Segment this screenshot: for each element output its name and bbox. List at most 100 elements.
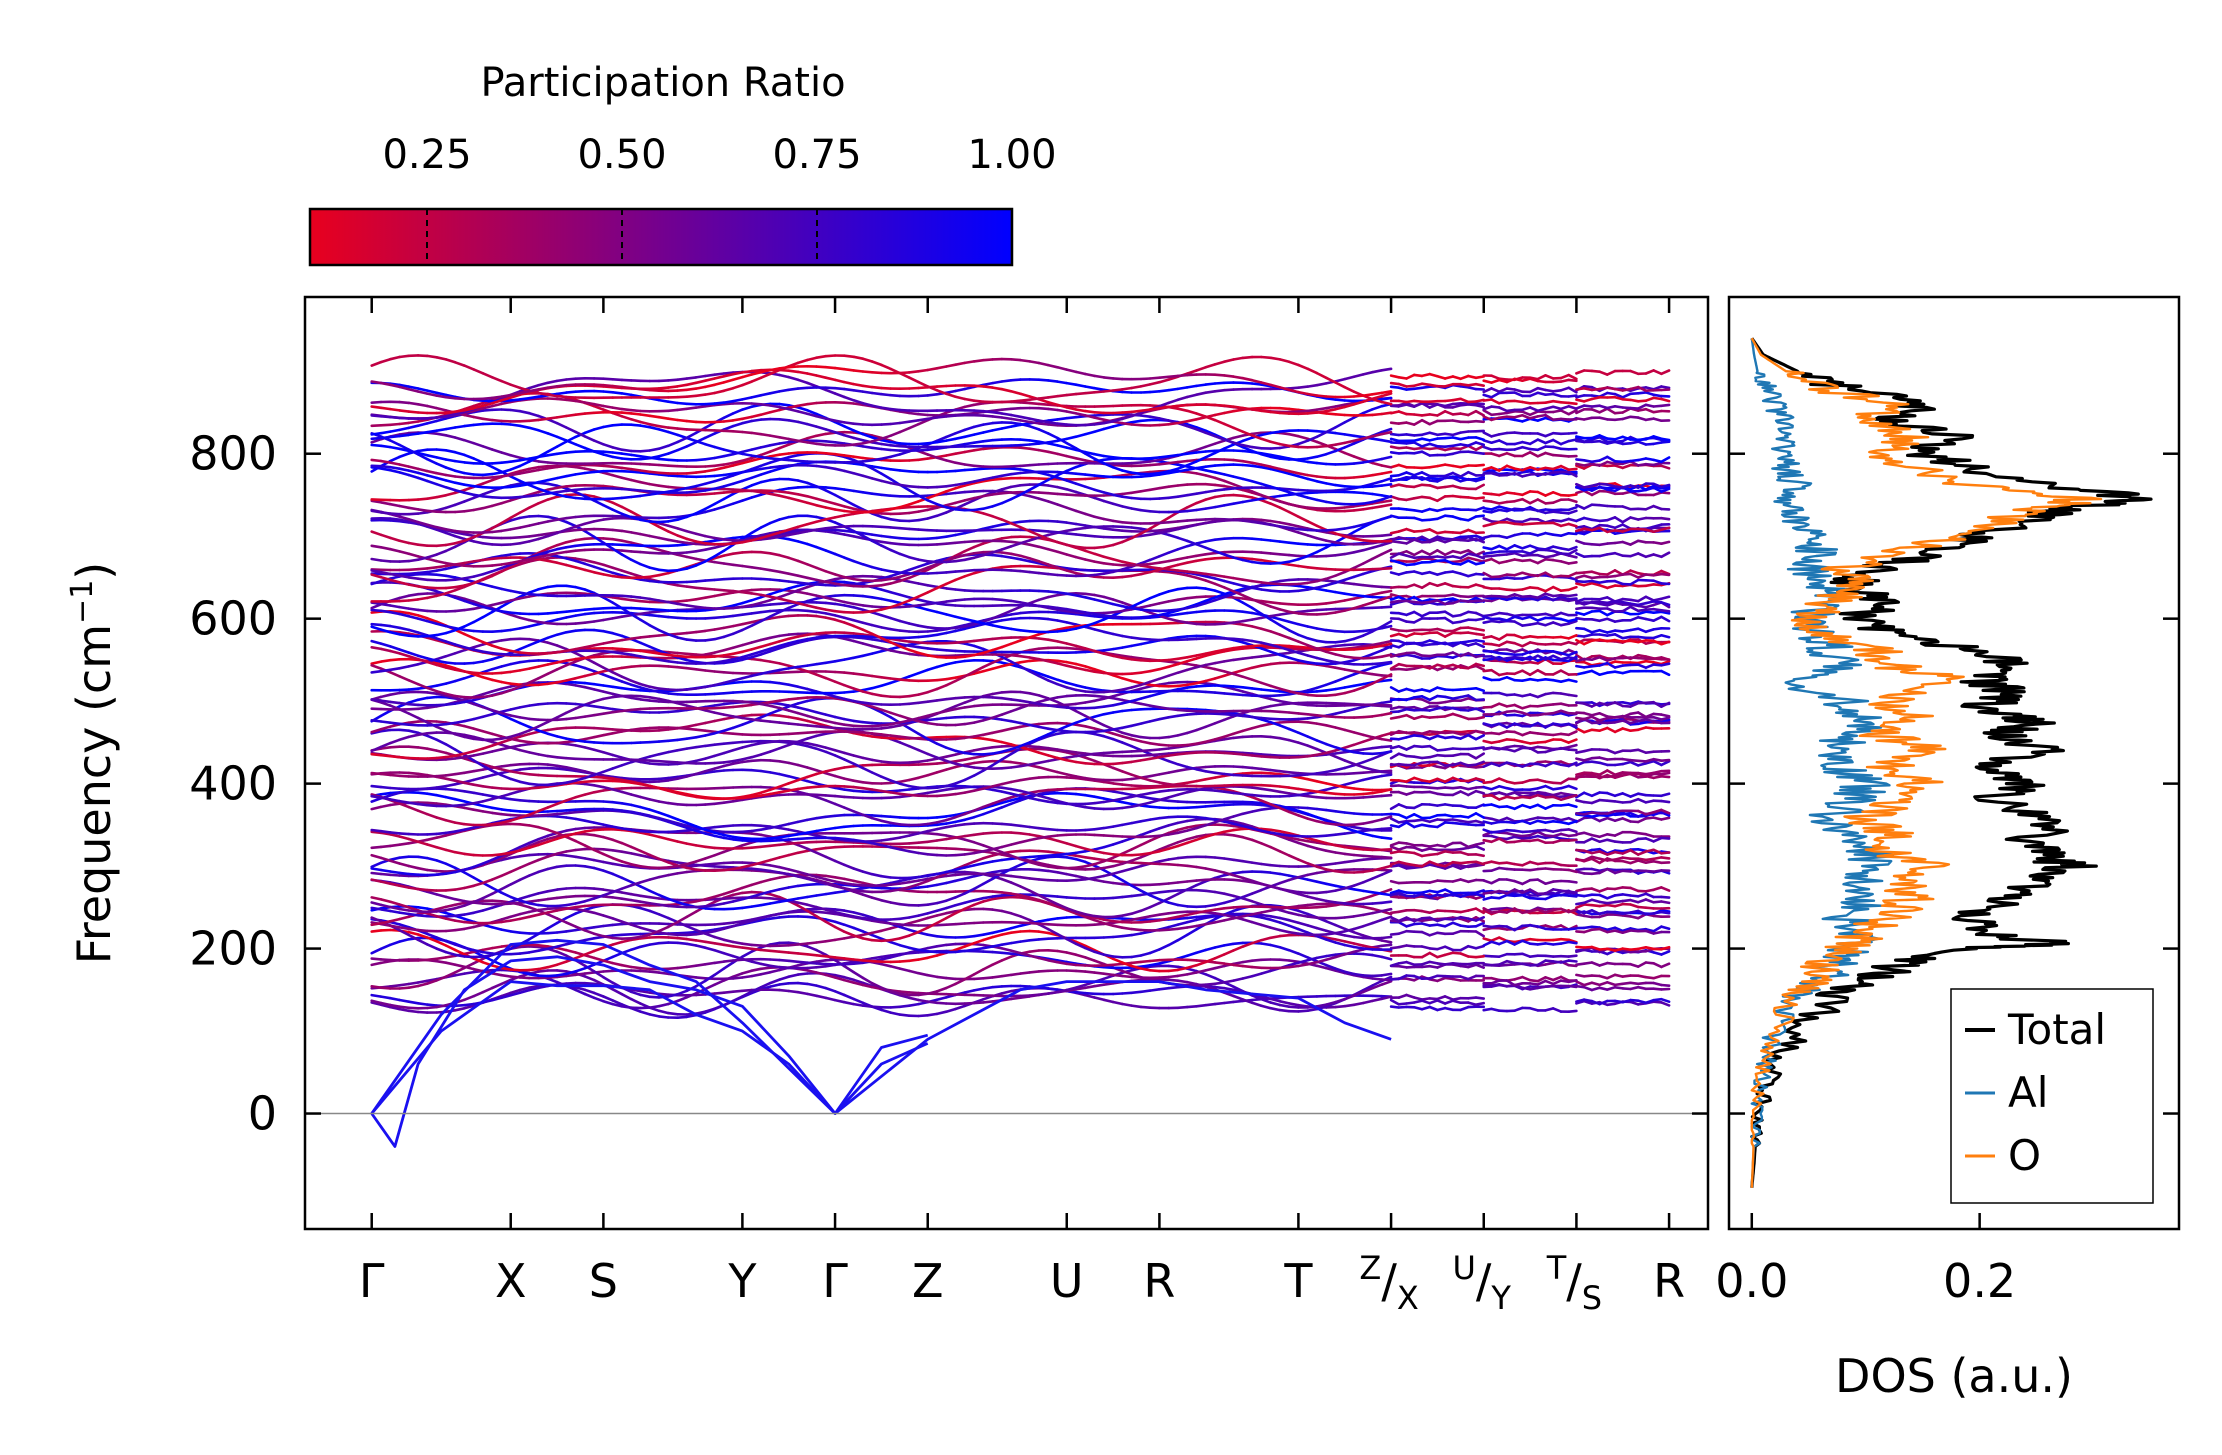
band-line-segment: [574, 839, 587, 847]
band-line-segment: [555, 811, 568, 816]
band-line-segment: [842, 863, 855, 870]
band-line-segment: [546, 921, 559, 930]
band-line-segment: [639, 1010, 652, 1016]
band-line-segment: [1130, 786, 1143, 791]
band-line-segment: [1380, 978, 1393, 982]
band-line-segment: [1362, 848, 1374, 852]
band-line-segment: [991, 782, 1004, 788]
band-line-segment: [1037, 849, 1050, 854]
band-line-segment: [425, 836, 438, 842]
band-line-segment: [398, 802, 411, 809]
band-line-segment: [527, 892, 540, 898]
band-line-segment: [1334, 843, 1346, 849]
band-line-segment: [944, 922, 957, 927]
band-line-segment: [963, 784, 976, 789]
band-line-segment: [629, 923, 642, 930]
band-line-segment: [509, 866, 522, 874]
band-line-segment: [1065, 878, 1078, 883]
band-line-segment: [388, 833, 401, 838]
band-line-segment: [1621, 911, 1632, 916]
band-line-segment: [741, 841, 754, 847]
band-line-segment: [1405, 821, 1416, 829]
band-line-segment: [1297, 958, 1309, 965]
band-line-segment: [555, 942, 568, 948]
band-line-segment: [1660, 856, 1671, 860]
band-line-segment: [1459, 819, 1470, 824]
band-line-segment: [1652, 1000, 1663, 1004]
band-line-segment: [963, 789, 976, 794]
band-line-segment: [1306, 878, 1319, 884]
band-line-segment: [1324, 833, 1337, 838]
band-line-segment: [1521, 888, 1532, 895]
band-line-segment: [1436, 865, 1447, 870]
band-line-segment: [1590, 815, 1601, 823]
band-line-segment: [907, 1002, 920, 1008]
band-line-segment: [824, 845, 837, 850]
band-line-segment: [537, 773, 550, 778]
band-line-segment: [500, 812, 513, 817]
band-line-segment: [676, 862, 689, 868]
band-line-segment: [555, 917, 568, 924]
band-line-segment: [1009, 799, 1022, 806]
band-line-segment: [1009, 874, 1022, 879]
band-line-segment: [833, 956, 846, 960]
band-line-segment: [1598, 838, 1609, 844]
band-line-segment: [824, 908, 837, 914]
band-line-segment: [898, 959, 911, 963]
band-line-segment: [731, 922, 744, 928]
band-line-segment: [1428, 893, 1439, 899]
band-line-segment: [611, 825, 624, 830]
band-line-segment: [1241, 792, 1254, 797]
band-line-segment: [1521, 893, 1532, 900]
band-line-segment: [1490, 976, 1501, 982]
band-line-segment: [1130, 864, 1143, 871]
band-line-segment: [1497, 893, 1509, 900]
band-line-segment: [1028, 860, 1041, 867]
band-line-segment: [1102, 998, 1115, 1004]
band-line-segment: [611, 961, 624, 967]
band-line-segment: [1084, 944, 1096, 952]
band-line-segment: [583, 988, 596, 995]
band-line-segment: [778, 772, 791, 778]
band-line-segment: [1185, 826, 1198, 832]
band-line-segment: [1102, 872, 1115, 878]
band-line-segment: [889, 1011, 902, 1016]
band-line-segment: [1278, 849, 1291, 857]
band-line-segment: [1636, 859, 1648, 865]
band-line-segment: [639, 829, 652, 834]
band-line-segment: [1443, 945, 1455, 952]
band-line-segment: [1420, 889, 1431, 895]
band-line-segment: [1567, 984, 1578, 989]
band-line-segment: [500, 966, 513, 971]
band-line-segment: [852, 911, 865, 917]
band-line-segment: [731, 891, 744, 897]
band-line-segment: [666, 920, 679, 929]
band-line-segment: [666, 814, 679, 821]
band-line-segment: [991, 929, 1004, 935]
band-line-segment: [1497, 889, 1509, 895]
band-line-segment: [1176, 819, 1189, 825]
band-line-segment: [388, 958, 401, 962]
band-line-segment: [1482, 860, 1493, 865]
band-line-segment: [1397, 813, 1408, 820]
band-line-segment: [1111, 924, 1124, 930]
band-line-segment: [602, 959, 615, 965]
band-line-segment: [1028, 993, 1041, 997]
band-line-segment: [1260, 923, 1272, 929]
band-line-segment: [842, 930, 855, 937]
band-line-segment: [1121, 912, 1133, 918]
band-line-segment: [388, 900, 401, 906]
band-line-segment: [1046, 922, 1059, 927]
band-line-segment: [852, 785, 865, 790]
band-line-segment: [1551, 924, 1563, 930]
band-line-segment: [1513, 839, 1524, 844]
band-line-segment: [1130, 972, 1143, 979]
band-line-segment: [1443, 818, 1455, 822]
band-line-segment: [1536, 838, 1547, 845]
band-line-segment: [815, 914, 828, 924]
band-line-segment: [1000, 759, 1013, 764]
band-line-segment: [657, 941, 670, 945]
band-line-segment: [1551, 975, 1563, 982]
band-line-segment: [1028, 921, 1041, 926]
band-line-segment: [1046, 948, 1059, 953]
